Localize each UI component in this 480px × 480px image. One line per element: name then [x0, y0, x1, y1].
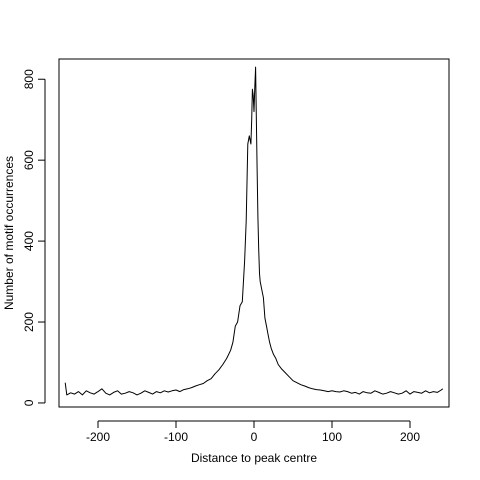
y-tick-label: 400 [22, 231, 36, 251]
y-axis: 0 200 400 600 800 [22, 69, 46, 406]
series-line [64, 66, 444, 396]
y-axis-title: Number of motif occurrences [2, 156, 16, 310]
x-tick-label: -200 [86, 430, 110, 444]
x-axis: -200 -100 0 100 200 [86, 420, 420, 444]
x-tick-label: 100 [322, 430, 342, 444]
y-tick-label: 600 [22, 150, 36, 170]
x-tick-label: 0 [251, 430, 258, 444]
plot-frame [58, 58, 450, 408]
y-tick-label: 200 [22, 312, 36, 332]
series-layer [64, 66, 444, 396]
x-tick-label: 200 [400, 430, 420, 444]
y-tick-label: 800 [22, 69, 36, 89]
y-tick-label: 0 [22, 399, 36, 406]
x-axis-title: Distance to peak centre [191, 451, 317, 465]
x-tick-label: -100 [164, 430, 188, 444]
